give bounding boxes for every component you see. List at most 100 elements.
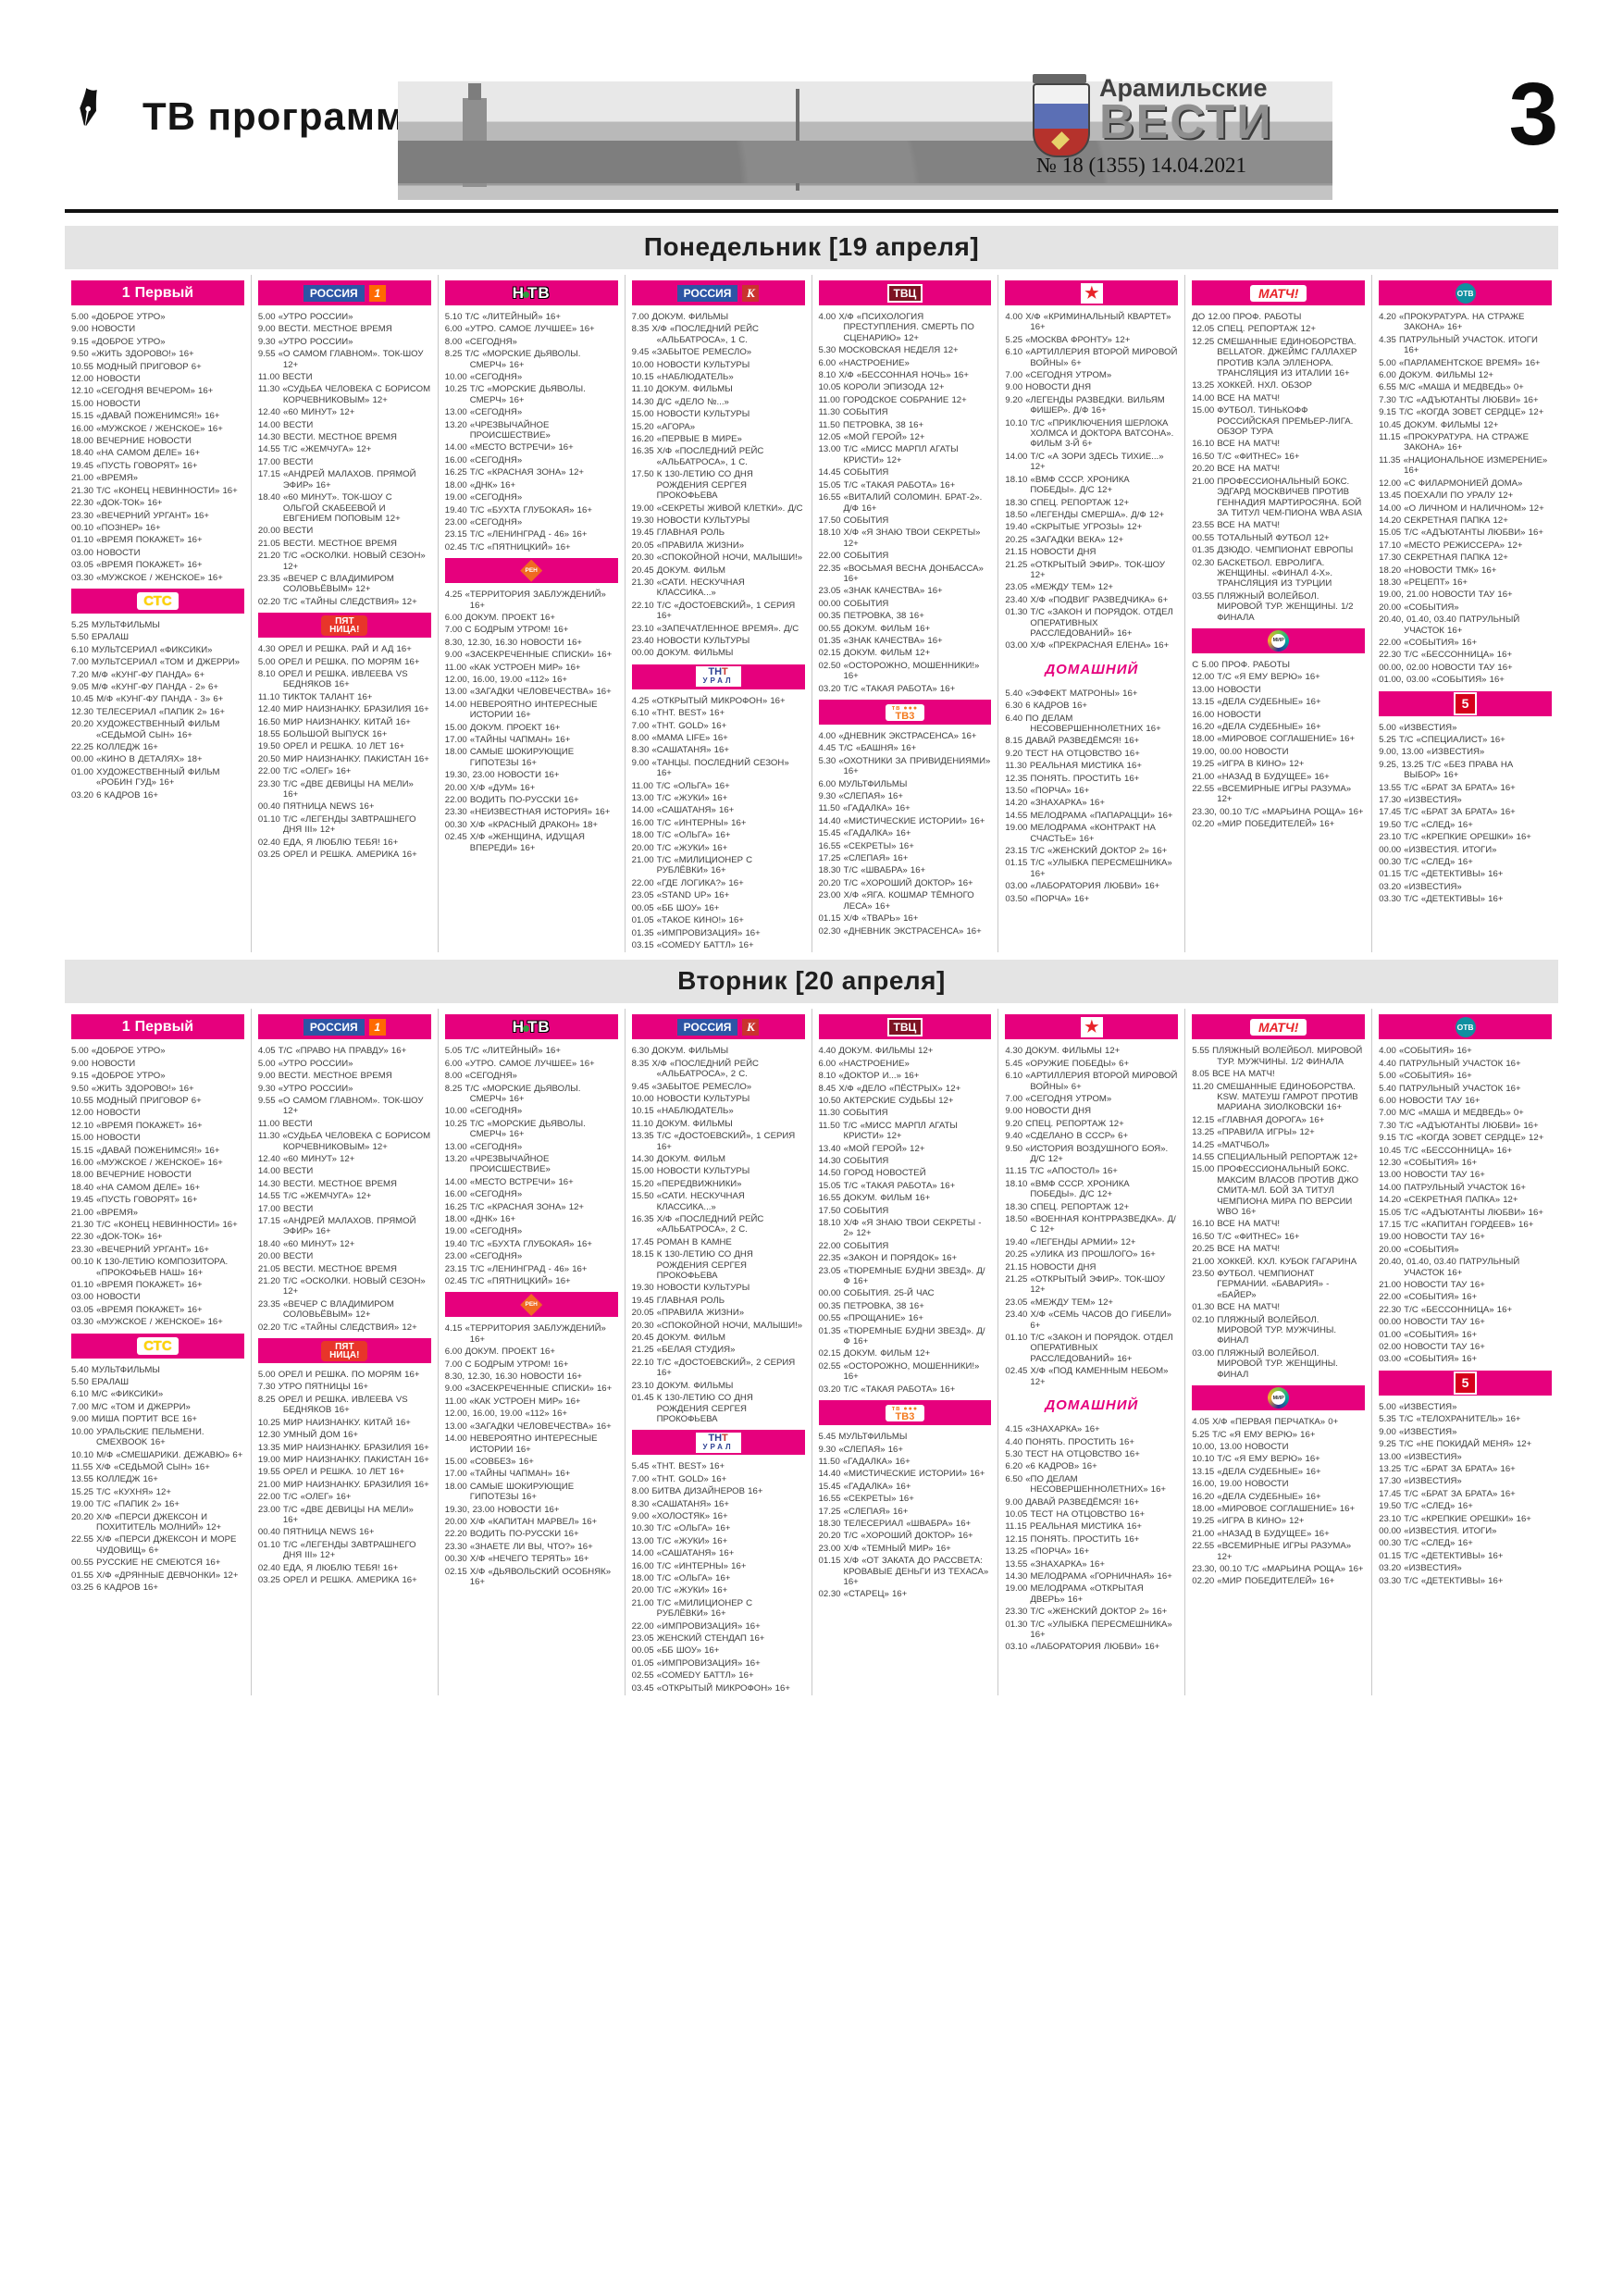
program-item: 4.00 Х/Ф «ПСИХОЛОГИЯ ПРЕСТУПЛЕНИЯ. СМЕРТ…	[818, 312, 974, 343]
program-item: 03.50 «ПОРЧА» 16+	[1005, 893, 1090, 904]
program-item: 23.30 Т/С «ДВЕ ДЕВИЦЫ НА МЕЛИ» 16+	[257, 778, 414, 800]
program-item: 10.45 М/Ф «КУНГ-ФУ ПАНДА - 3» 6+	[71, 694, 224, 705]
program-item: 9.55 «О САМОМ ГЛАВНОМ». ТОК-ШОУ 12+	[257, 349, 424, 370]
program-item: 03.15 «COMEDY БАТТЛ» 16+	[631, 939, 754, 950]
program-item: 22.00 СОБЫТИЯ	[818, 1240, 889, 1251]
program-item: 16.20 «ПЕРВЫЕ В МИРЕ»	[631, 434, 742, 445]
program-item: 5.40 ПАТРУЛЬНЫЙ УЧАСТОК 16+	[1379, 1083, 1521, 1094]
program-item: 14.40 «МИСТИЧЕСКИЕ ИСТОРИИ» 16+	[818, 815, 985, 826]
program-item: 9.00 НОВОСТИ ДНЯ	[1005, 1106, 1092, 1117]
program-item: 21.00 «ВРЕМЯ»	[71, 473, 138, 484]
program-item: 10.00 НОВОСТИ КУЛЬТУРЫ	[631, 359, 750, 370]
program-item: 18.30 СПЕЦ. РЕПОРТАЖ 12+	[1005, 497, 1130, 508]
program-item: 9.20 СПЕЦ. РЕПОРТАЖ 12+	[1005, 1118, 1124, 1129]
program-item: 10.05 ТЕСТ НА ОТЦОВСТВО 16+	[1005, 1508, 1146, 1520]
program-item: 14.30 МЕЛОДРАМА «ГОРНИЧНАЯ» 16+	[1005, 1570, 1172, 1582]
program-item: 20.45 ДОКУМ. ФИЛЬМ	[631, 565, 725, 576]
program-item: 13.00 НОВОСТИ	[1192, 684, 1261, 695]
program-item: 9.30 «СЛЕПАЯ» 16+	[818, 1444, 903, 1455]
program-item: 23.30 «ЗНАЕТЕ ЛИ ВЫ, ЧТО?» 16+	[444, 1541, 593, 1552]
program-item: 9.30 «СЛЕПАЯ» 16+	[818, 791, 903, 802]
program-item: 6.55 М/С «МАША И МЕДВЕДЬ» 0+	[1379, 382, 1524, 393]
channel-header-tnt: ТНТ УРАЛ	[631, 664, 805, 689]
program-item: 9.50 «ИСТОРИЯ ВОЗДУШНОГО БОЯ». Д/С 12+	[1005, 1143, 1169, 1164]
program-item: 00.35 ПЕТРОВКА, 38 16+	[818, 1300, 924, 1311]
program-item: 00.05 «ББ ШОУ» 16+	[631, 902, 720, 913]
program-item: 13.00 «ЗАГАДКИ ЧЕЛОВЕЧЕСТВА» 16+	[444, 687, 612, 698]
program-item: 4.20 «ПРОКУРАТУРА. НА СТРАЖЕ ЗАКОНА» 16+	[1379, 312, 1525, 333]
program-item: 20.30 «СПОКОЙНОЙ НОЧИ, МАЛЫШИ!»	[631, 1320, 803, 1331]
program-item: 17.00 «ТАЙНЫ ЧАПМАН» 16+	[444, 735, 571, 745]
program-item: 11.00 ГОРОДСКОЕ СОБРАНИЕ 12+	[818, 394, 967, 405]
program-item: 7.30 Т/С «АДЪЮТАНТЫ ЛЮБВИ» 16+	[1379, 1120, 1539, 1131]
newspaper-brand: Арамильские ВЕСТИ № 18 (1355) 14.04.2021	[1033, 74, 1431, 178]
program-item: 20.45 ДОКУМ. ФИЛЬМ	[631, 1333, 725, 1344]
program-item: 02.15 ДОКУМ. ФИЛЬМ 12+	[818, 1348, 931, 1359]
program-item: 13.00 НОВОСТИ ТАУ 16+	[1379, 1170, 1485, 1181]
program-item: 11.00 Т/С «ОЛЬГА» 16+	[631, 780, 730, 791]
rossiya1-logo-icon: РОССИЯ 1	[303, 284, 386, 302]
program-list: 5.55 ПЛЯЖНЫЙ ВОЛЕЙБОЛ. МИРОВОЙ ТУР. МУЖЧ…	[1192, 1046, 1365, 1380]
program-list: 4.00 «СОБЫТИЯ» 16+ 4.40 ПАТРУЛЬНЫЙ УЧАСТО…	[1379, 1046, 1552, 1365]
program-item: 19.40 Т/С «БУХТА ГЛУБОКАЯ» 16+	[444, 1238, 592, 1249]
program-item: 21.30 Т/С «КОНЕЦ НЕВИННОСТИ» 16+	[71, 1220, 238, 1230]
rossiyak-logo-icon: РОССИЯ К	[676, 284, 760, 302]
program-item: 7.00 «СЕГОДНЯ УТРОМ»	[1005, 370, 1112, 381]
program-item: 23.15 Т/С «ЖЕНСКИЙ ДОКТОР 2» 16+	[1005, 846, 1168, 857]
program-item: 12.30 УМНЫЙ ДОМ 16+	[257, 1430, 359, 1441]
program-item: 12.30 ТЕЛЕСЕРИАЛ «ПАПИК 2» 16+	[71, 706, 225, 717]
program-item: 23.00 Х/Ф «ТЕМНЫЙ МИР» 16+	[818, 1543, 951, 1554]
rossiyak-logo-icon: РОССИЯ К	[676, 1018, 760, 1036]
program-item: 02.45 Т/С «ПЯТНИЦКИЙ» 16+	[444, 541, 571, 552]
program-list: 5.00 «ИЗВЕСТИЯ» 5.35 Т/С «ТЕЛОХРАНИТЕЛЬ» …	[1379, 1402, 1552, 1586]
program-item: 11.00 «КАК УСТРОЕН МИР» 16+	[444, 1396, 581, 1407]
program-item: 17.50 СОБЫТИЯ	[818, 1205, 889, 1216]
program-item: 10.10 Т/С «ПРИКЛЮЧЕНИЯ ШЕРЛОКА ХОЛМСА И …	[1005, 417, 1174, 450]
program-item: 03.10 «ЛАБОРАТОРИЯ ЛЮБВИ» 16+	[1005, 1642, 1160, 1653]
program-item: 23.55 ВСЕ НА МАТЧ!	[1192, 520, 1281, 531]
program-item: 5.00 ОРЕЛ И РЕШКА. ПО МОРЯМ 16+	[257, 1370, 420, 1381]
program-item: 23.05 «МЕЖДУ ТЕМ» 12+	[1005, 1297, 1114, 1308]
program-list: 4.05 Х/Ф «ПЕРВАЯ ПЕРЧАТКА» 0+ 5.25 Т/С «Я…	[1192, 1417, 1365, 1587]
program-item: 00.00 ДОКУМ. ФИЛЬМЫ	[631, 648, 734, 659]
schedule-column: МАТЧ! ДО 12.00 ПРОФ. РАБОТЫ 12.05 СПЕЦ. РЕ…	[1184, 275, 1371, 953]
channel-header-match: МАТЧ!	[1192, 280, 1366, 305]
program-item: 6.00 ДОКУМ. ПРОЕКТ 16+	[444, 612, 555, 623]
ren-arrow-icon: РЕН	[520, 559, 543, 582]
five-logo-icon: 5	[1454, 1371, 1478, 1395]
program-item: 01.05 «ИМПРОВИЗАЦИЯ» 16+	[631, 1657, 761, 1669]
program-item: 5.45 «ОРУЖИЕ ПОБЕДЫ» 6+	[1005, 1058, 1130, 1069]
program-item: 12.00 Т/С «Я ЕМУ ВЕРЮ» 16+	[1192, 672, 1320, 683]
program-item: 23.15 Т/С «ЛЕНИНГРАД - 46» 16+	[444, 529, 588, 540]
program-item: 01.35 «ЗНАК КАЧЕСТВА» 16+	[818, 635, 943, 646]
program-list: 7.00 ДОКУМ. ФИЛЬМЫ 8.35 Х/Ф «ПОСЛЕДНИЙ РЕ…	[632, 312, 805, 659]
program-item: 6.00 НОВОСТИ ТАУ 16+	[1379, 1095, 1481, 1106]
day-banner: Вторник [20 апреля]	[65, 960, 1558, 1004]
program-item: 15.45 «ГАДАЛКА» 16+	[818, 1481, 911, 1492]
program-item: 15.05 Т/С «АДЪЮТАНТЫ ЛЮБВИ» 16+	[1379, 527, 1543, 539]
program-item: 03.25 6 КАДРОВ 16+	[71, 1582, 158, 1593]
program-item: 13.15 «ДЕЛА СУДЕБНЫЕ» 16+	[1192, 697, 1321, 708]
program-item: 21.00 Т/С «МИЛИЦИОНЕР С РУБЛЁВКИ» 16+	[631, 855, 753, 876]
program-item: 17.45 РОМАН В КАМНЕ	[631, 1236, 732, 1247]
pyatnica-logo-icon: ПЯТ НИЦА!	[321, 1340, 368, 1361]
program-item: 6.40 ПО ДЕЛАМ НЕСОВЕРШЕННОЛЕТНИХ 16+	[1005, 713, 1161, 734]
program-item: 21.00 МИР НАИЗНАНКУ. БРАЗИЛИЯ 16+	[257, 1479, 429, 1490]
program-item: 00.40 ПЯТНИЦА NEWS 16+	[257, 1527, 375, 1538]
program-item: 15.20 «АГОРА»	[631, 421, 696, 432]
program-item: 23.05 «ТЮРЕМНЫЕ БУДНИ ЗВЕЗД». Д/Ф 16+	[818, 1265, 985, 1287]
program-item: 8.30 «САШАТАНЯ» 16+	[631, 1498, 729, 1509]
ren-logo-icon: РЕН	[520, 559, 543, 582]
program-item: 9.25 Т/С «НЕ ПОКИДАЙ МЕНЯ» 12+	[1379, 1439, 1532, 1450]
program-item: 9.00 «ХОЛОСТЯК» 16+	[631, 1510, 728, 1521]
program-item: 10.00 «СЕГОДНЯ»	[444, 1106, 523, 1117]
program-item: 18.10 «ВМФ СССР. ХРОНИКА ПОБЕДЫ». Д/С 12…	[1005, 1178, 1130, 1200]
program-item: 8.00 БИТВА ДИЗАЙНЕРОВ 16+	[631, 1486, 763, 1497]
program-item: 10.10 Т/С «Я ЕМУ ВЕРЮ» 16+	[1192, 1454, 1320, 1465]
program-item: 8.30, 12.30, 16.30 НОВОСТИ 16+	[444, 1371, 583, 1383]
program-item: 16.25 Т/С «КРАСНАЯ ЗОНА» 12+	[444, 1201, 585, 1212]
program-item: 13.20 «ЧРЕЗВЫЧАЙНОЕ ПРОИСШЕСТВИЕ»	[444, 419, 551, 441]
program-item: 11.00 ВЕСТИ	[257, 1118, 313, 1129]
channel-header-sts: СТС	[71, 1333, 244, 1359]
program-item: 20.20 ВСЕ НА МАТЧ!	[1192, 464, 1281, 475]
